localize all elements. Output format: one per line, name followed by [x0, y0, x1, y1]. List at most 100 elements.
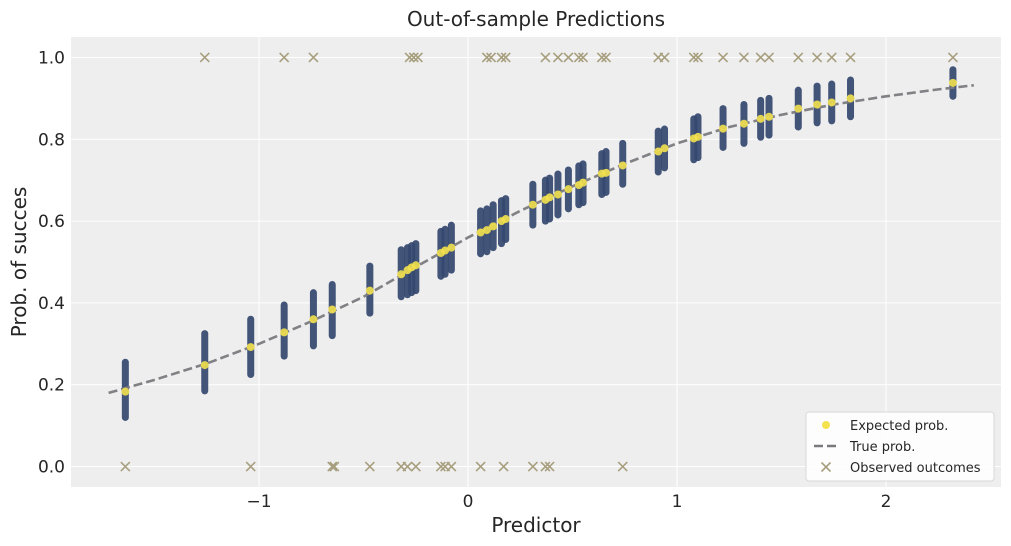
- expected-prob-point: [719, 124, 728, 133]
- expected-prob-point: [846, 94, 855, 103]
- observed-marker-stroke: [763, 52, 775, 63]
- observed-outcome-marker: [763, 52, 775, 63]
- observed-marker-stroke: [308, 52, 319, 63]
- observed-marker-stroke: [617, 461, 628, 472]
- observed-marker-stroke: [793, 52, 804, 63]
- observed-outcome-marker: [486, 52, 497, 63]
- y-axis-label: Prob. of succes: [7, 187, 31, 338]
- observed-marker-stroke: [245, 461, 256, 472]
- y-tick-label: 0.8: [38, 130, 65, 150]
- observed-outcome-marker: [845, 52, 856, 63]
- observed-outcome-marker: [404, 52, 415, 63]
- observed-outcome-marker: [308, 52, 319, 63]
- observed-outcome-marker: [446, 461, 457, 472]
- legend-entry-label: True prob.: [849, 440, 915, 455]
- expected-prob-point: [489, 222, 498, 231]
- observed-outcome-marker: [279, 52, 290, 63]
- expected-prob-point: [579, 178, 588, 187]
- legend-entry-label: Expected prob.: [850, 419, 948, 434]
- observed-marker-stroke: [717, 52, 729, 63]
- observed-outcome-marker: [544, 461, 555, 472]
- observed-marker-stroke: [826, 52, 837, 63]
- observed-outcome-marker: [402, 461, 413, 472]
- y-tick-label: 0.6: [38, 212, 65, 232]
- observed-marker-stroke: [486, 52, 497, 63]
- expected-prob-point: [441, 246, 450, 255]
- observed-marker-stroke: [120, 461, 131, 472]
- observed-marker-stroke: [199, 52, 210, 63]
- observed-outcome-marker: [412, 52, 423, 63]
- observed-marker-stroke: [755, 52, 766, 63]
- observed-outcome-marker: [947, 52, 958, 63]
- observed-marker-stroke: [475, 461, 486, 472]
- observed-outcome-marker: [500, 52, 511, 63]
- observed-outcome-marker: [755, 52, 766, 63]
- expected-prob-point: [618, 161, 627, 170]
- observed-marker-stroke: [544, 461, 555, 472]
- x-tick-label: 2: [881, 492, 892, 512]
- observed-marker-stroke: [692, 52, 704, 63]
- observed-outcome-marker: [793, 52, 804, 63]
- observed-marker-stroke: [404, 52, 415, 63]
- observed-outcome-marker: [408, 52, 419, 63]
- observed-marker-stroke: [563, 52, 574, 63]
- observed-outcome-marker: [199, 52, 210, 63]
- observed-marker-stroke: [596, 52, 607, 63]
- legend-entry-label: Observed outcomes: [850, 461, 981, 476]
- observed-outcome-marker: [826, 52, 837, 63]
- expected-prob-point: [564, 185, 573, 194]
- y-tick-label: 0.4: [38, 294, 65, 314]
- expected-prob-point: [328, 305, 337, 314]
- expected-prob-point: [411, 261, 420, 270]
- observed-marker-stroke: [498, 461, 509, 472]
- observed-marker-stroke: [845, 52, 856, 63]
- observed-marker-stroke: [435, 461, 446, 472]
- observed-marker-stroke: [412, 52, 423, 63]
- observed-outcome-marker: [327, 461, 338, 472]
- observed-outcome-marker: [659, 52, 670, 63]
- observed-outcome-marker: [329, 461, 340, 472]
- expected-prob-point: [447, 243, 456, 252]
- expected-prob-point: [553, 190, 562, 199]
- observed-outcome-marker: [717, 52, 729, 63]
- observed-marker-stroke: [500, 52, 511, 63]
- expected-prob-point: [476, 228, 485, 237]
- observed-marker-stroke: [481, 52, 492, 63]
- observed-outcome-marker: [540, 52, 551, 63]
- expected-prob-point: [756, 114, 765, 123]
- legend-observed-swatch: [820, 461, 832, 473]
- observed-marker-stroke: [577, 52, 589, 63]
- y-tick-label: 0.0: [38, 458, 65, 478]
- observed-outcome-marker: [600, 52, 612, 63]
- expected-prob-point: [309, 315, 318, 324]
- expected-prob-point: [693, 132, 702, 141]
- observed-outcome-marker: [364, 461, 375, 472]
- expected-prob-point: [482, 226, 491, 235]
- observed-outcome-marker: [475, 461, 486, 472]
- observed-marker-stroke: [540, 52, 551, 63]
- observed-marker-stroke: [600, 52, 612, 63]
- expected-prob-point: [397, 270, 406, 279]
- observed-outcome-marker: [120, 461, 131, 472]
- observed-marker-stroke: [688, 52, 699, 63]
- observed-marker-stroke: [402, 461, 413, 472]
- observed-marker-stroke: [947, 52, 958, 63]
- observed-outcome-marker: [596, 52, 607, 63]
- observed-marker-stroke: [364, 461, 375, 472]
- observed-marker-stroke: [659, 52, 670, 63]
- observed-outcome-marker: [481, 52, 492, 63]
- observed-outcome-marker: [692, 52, 704, 63]
- expected-prob-point: [660, 144, 669, 153]
- observed-marker-stroke: [496, 52, 507, 63]
- observed-marker-stroke: [540, 461, 551, 472]
- expected-prob-point: [365, 286, 374, 295]
- observed-outcome-marker: [552, 52, 564, 63]
- observed-marker-stroke: [446, 461, 457, 472]
- observed-outcome-marker: [573, 52, 584, 63]
- observed-outcome-marker: [688, 52, 699, 63]
- observed-marker-stroke: [527, 461, 538, 472]
- observed-outcome-marker: [617, 461, 628, 472]
- expected-prob-point: [528, 200, 537, 209]
- expected-prob-point: [602, 168, 611, 177]
